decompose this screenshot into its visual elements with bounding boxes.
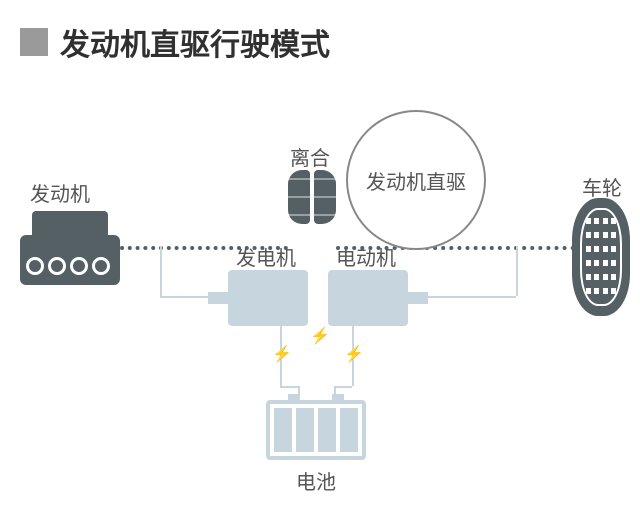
line-left-bottom [160, 296, 210, 298]
engine-icon [20, 205, 120, 285]
line-left-down1 [160, 246, 162, 296]
battery-label: 电池 [296, 466, 336, 495]
motor-icon [328, 270, 408, 326]
shaft-engine-clutch [120, 246, 288, 250]
wheel-icon [572, 198, 630, 316]
lightning-icon: ⚡ [310, 326, 330, 346]
generator-shaft-icon [208, 292, 230, 304]
clutch-icon [288, 170, 336, 224]
title-row: 发动机直驱行驶模式 [20, 20, 330, 64]
clutch-label: 离合 [290, 142, 330, 171]
engine-label: 发动机 [30, 178, 90, 207]
direct-drive-circle: 发动机直驱 [346, 110, 486, 250]
lightning-icon: ⚡ [344, 344, 364, 364]
page-title: 发动机直驱行驶模式 [60, 20, 330, 64]
title-square-icon [20, 28, 48, 56]
direct-drive-text: 发动机直驱 [366, 166, 466, 195]
line-right-bottom [426, 296, 516, 298]
wheel-label: 车轮 [582, 172, 622, 201]
battery-icon [266, 400, 366, 460]
lightning-icon: ⚡ [272, 344, 292, 364]
shaft-clutch-wheel [336, 246, 575, 250]
line-gen-batt [280, 386, 298, 388]
generator-icon [228, 270, 308, 326]
line-right-up [516, 246, 518, 296]
motor-shaft-icon [406, 292, 428, 304]
line-mot-batt [334, 386, 352, 388]
